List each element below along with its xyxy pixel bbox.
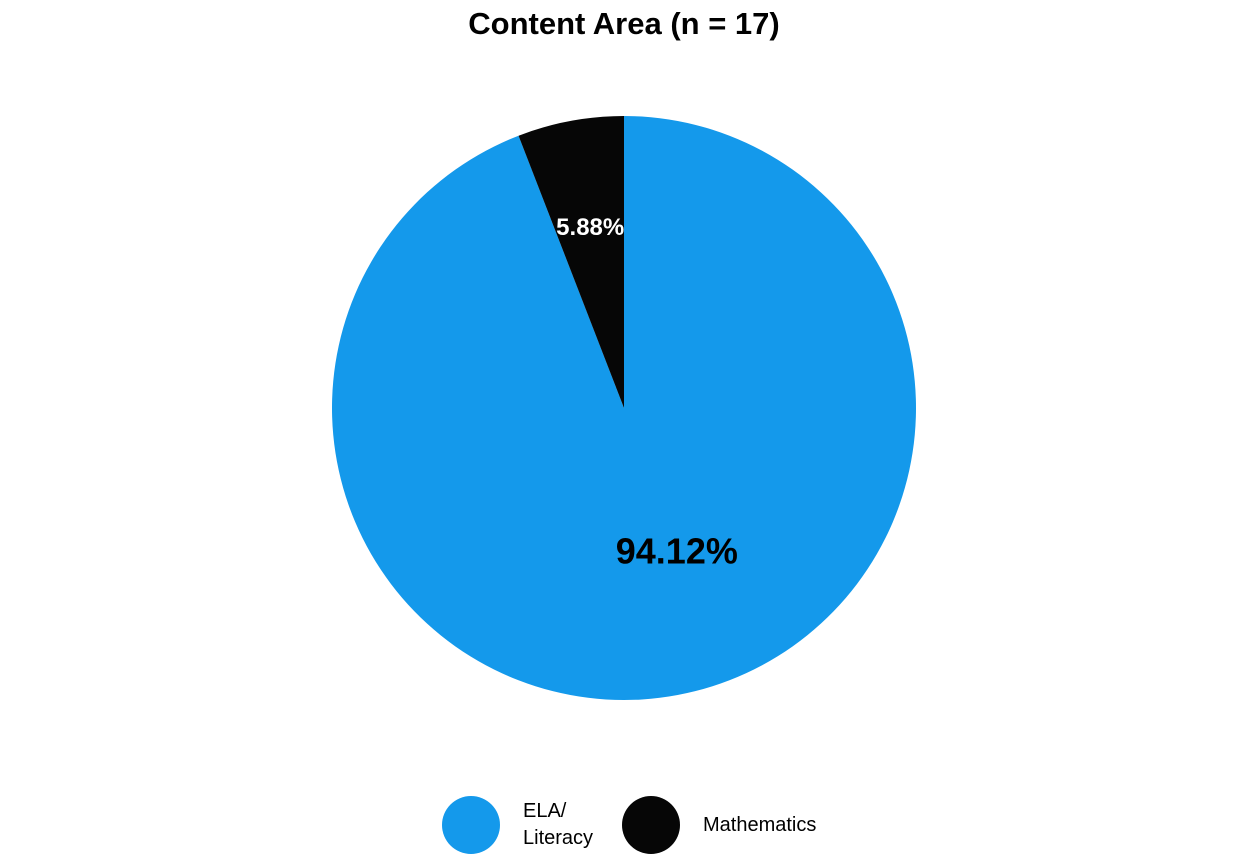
data-label-mathematics: 5.88% — [556, 214, 624, 241]
data-label-ela-literacy: 94.12% — [616, 531, 738, 572]
pie-slice-mathematics — [518, 116, 624, 408]
legend-label-ela-literacy: ELA/ Literacy — [523, 800, 594, 849]
legend-swatch-ela-literacy — [442, 796, 500, 854]
legend-label-mathematics: Mathematics — [703, 814, 817, 836]
chart-title: Content Area (n = 17) — [468, 6, 780, 41]
pie-chart: 94.12% 5.88% — [332, 116, 916, 700]
legend: ELA/ Literacy Mathematics — [0, 788, 1248, 864]
legend-swatch-mathematics — [622, 796, 680, 854]
